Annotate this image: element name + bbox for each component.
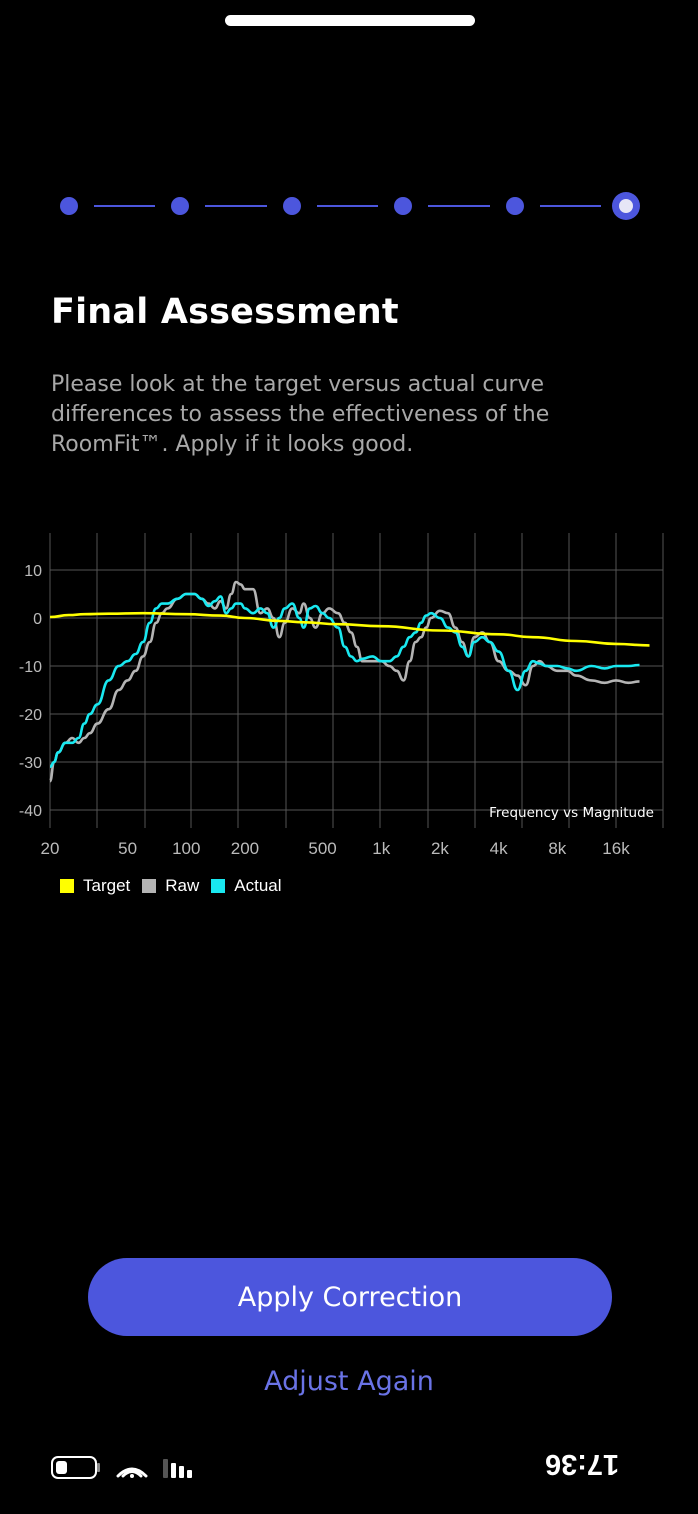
legend-swatch	[211, 879, 226, 893]
step-dot	[171, 197, 190, 215]
y-tick-label: 10	[24, 563, 42, 580]
x-tick-label: 2k	[431, 839, 449, 858]
page-title: Final Assessment	[51, 292, 399, 332]
progress-stepper	[0, 0, 698, 260]
step-dot	[282, 197, 301, 215]
step-connector	[539, 205, 601, 207]
status-icons	[51, 1456, 192, 1479]
legend-item-actual: Actual	[211, 876, 282, 896]
x-tick-label: 20	[41, 839, 60, 858]
legend-label: Actual	[234, 876, 282, 895]
legend-item-target: Target	[60, 876, 130, 896]
series-line-raw	[48, 580, 640, 783]
x-tick-label: 8k	[548, 839, 566, 858]
series-line-target	[49, 611, 650, 647]
legend-label: Raw	[165, 876, 200, 895]
adjust-again-link[interactable]: Adjust Again	[264, 1366, 434, 1397]
x-tick-label: 1k	[372, 839, 390, 858]
home-indicator	[225, 15, 475, 26]
y-tick-label: -20	[19, 707, 42, 724]
x-tick-label: 100	[172, 839, 200, 858]
step-dot	[612, 192, 640, 220]
step-connector	[316, 205, 379, 207]
step-connector	[205, 205, 267, 207]
legend-item-raw: Raw	[142, 876, 199, 896]
y-tick-label: 0	[33, 611, 42, 628]
step-dot	[505, 197, 524, 215]
battery-icon	[51, 1456, 100, 1479]
wifi-icon	[116, 1467, 148, 1478]
apply-correction-button[interactable]: Apply Correction	[88, 1258, 612, 1336]
y-tick-label: -30	[19, 755, 42, 772]
legend-label: Target	[83, 876, 131, 895]
chart-legend: Target Raw Actual	[60, 876, 294, 896]
step-dot	[394, 197, 413, 215]
page-description: Please look at the target versus actual …	[51, 372, 550, 457]
status-time: 17:36	[545, 1448, 620, 1480]
series-line-actual	[49, 592, 640, 769]
step-connector	[94, 205, 156, 207]
legend-swatch	[60, 879, 74, 893]
step-dot	[60, 197, 78, 215]
step-connector	[428, 205, 490, 207]
x-tick-label: 200	[231, 839, 259, 858]
x-tick-label: 4k	[490, 839, 508, 858]
x-tick-label: 500	[308, 839, 336, 858]
cellular-signal-icon	[163, 1459, 192, 1478]
chart-title: Frequency vs Magnitude	[489, 805, 654, 821]
x-tick-label: 50	[118, 839, 137, 858]
x-tick-label: 16k	[602, 839, 630, 858]
y-tick-label: -40	[19, 803, 42, 820]
legend-swatch	[142, 879, 157, 893]
y-tick-label: -10	[19, 659, 42, 676]
